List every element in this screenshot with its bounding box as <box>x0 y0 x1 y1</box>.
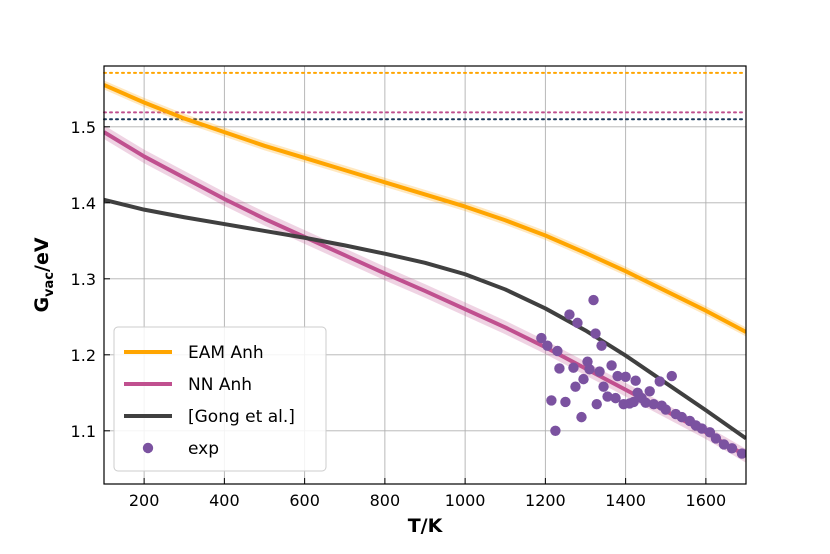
data-point <box>640 397 651 408</box>
data-point <box>666 370 677 382</box>
data-point <box>648 399 659 410</box>
y-tick-label: 1.2 <box>71 346 96 365</box>
legend: EAM Anh NN Anh [Gong et al.] exp <box>113 326 327 472</box>
legend-label: exp <box>188 439 219 459</box>
confidence-band <box>104 125 746 463</box>
data-point <box>554 363 565 374</box>
x-tick-label: 600 <box>289 491 320 510</box>
y-axis-label-main: G <box>31 297 53 313</box>
data-point <box>654 376 665 387</box>
data-point <box>570 381 581 392</box>
data-point <box>572 317 583 329</box>
x-tick-label: 1600 <box>686 491 727 510</box>
data-point <box>596 340 607 351</box>
data-point <box>546 395 557 406</box>
series-line <box>104 197 746 441</box>
x-axis-label: T/K <box>408 515 444 537</box>
x-tick-label: 1200 <box>525 491 566 510</box>
data-point <box>736 448 746 459</box>
data-point <box>612 370 623 382</box>
data-point <box>542 340 553 351</box>
axes-frame <box>103 65 747 485</box>
data-point <box>576 411 587 423</box>
y-tick-label: 1.5 <box>71 118 96 137</box>
data-point <box>606 360 617 371</box>
data-point <box>628 396 639 408</box>
legend-label: [Gong et al.] <box>188 407 295 427</box>
data-point <box>590 328 601 339</box>
y-tick-label: 1.3 <box>71 270 96 289</box>
legend-label: NN Anh <box>188 375 252 395</box>
data-point <box>584 364 595 375</box>
data-point <box>602 391 613 402</box>
data-point <box>560 396 571 408</box>
data-point <box>594 366 605 377</box>
x-tick-label: 1000 <box>445 491 486 510</box>
x-tick-label: 400 <box>209 491 240 510</box>
data-point <box>550 425 561 436</box>
data-point <box>726 443 738 454</box>
legend-label: EAM Anh <box>188 343 264 363</box>
reference-lines <box>103 71 747 121</box>
data-point <box>568 362 579 373</box>
legend-box <box>113 326 327 472</box>
data-point <box>552 345 563 357</box>
data-point <box>644 386 655 397</box>
data-point <box>578 373 589 385</box>
data-point <box>598 381 609 392</box>
data-point <box>696 423 708 434</box>
data-point <box>591 399 602 410</box>
y-tick-label: 1.4 <box>71 194 96 213</box>
data-point <box>630 375 641 386</box>
data-point <box>620 371 631 383</box>
y-axis-label-subscript: vac <box>42 272 57 297</box>
data-point <box>718 439 730 450</box>
y-axis-label: Gvac/eV <box>31 237 57 312</box>
x-tick-label: 800 <box>370 491 401 510</box>
legend-swatch <box>142 442 154 454</box>
y-tick-label: 1.1 <box>71 422 96 441</box>
data-point <box>676 411 687 423</box>
series-line <box>104 83 746 334</box>
y-axis-label-unit: /eV <box>31 237 53 272</box>
data-point <box>564 309 575 320</box>
data-point <box>660 404 671 415</box>
x-tick-label: 1400 <box>605 491 646 510</box>
plot-area <box>104 80 746 463</box>
axis-ticks: 200 400 600 800 1000 1200 1400 1600 1.1 1.2 1.3 1.4… <box>71 118 727 510</box>
data-point <box>610 392 621 404</box>
x-tick-label: 200 <box>129 491 160 510</box>
data-point <box>536 332 547 344</box>
data-point <box>710 433 722 444</box>
data-point <box>588 294 599 306</box>
